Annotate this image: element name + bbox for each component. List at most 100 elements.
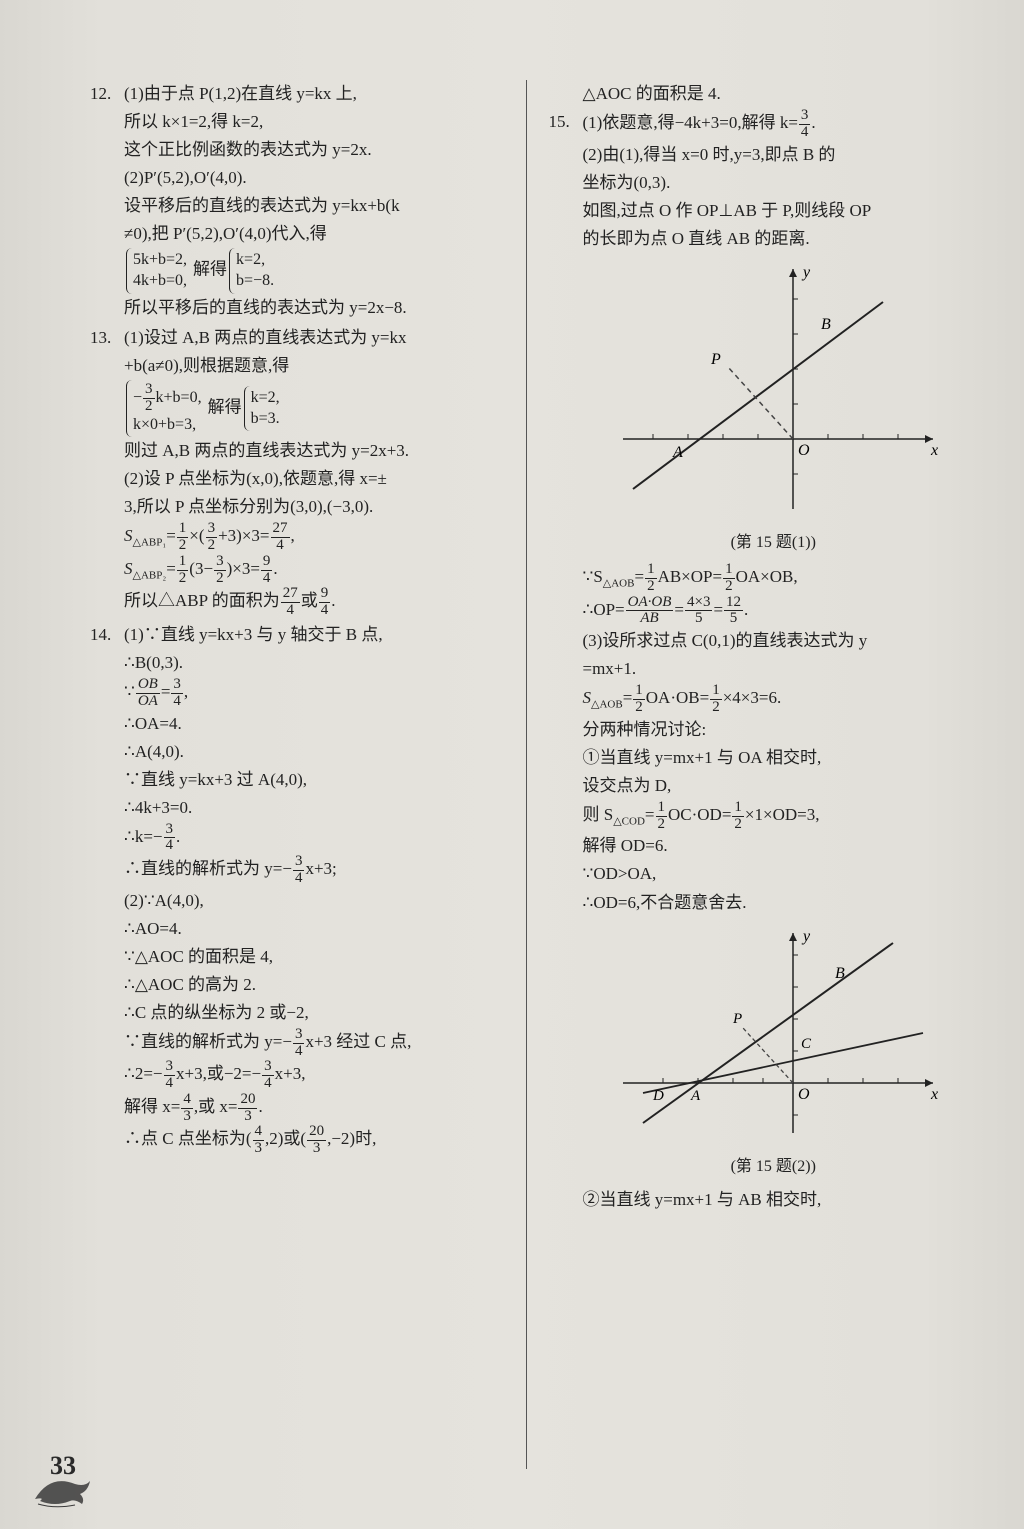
t: ,2)或(	[265, 1130, 306, 1149]
q12-line: 这个正比例函数的表达式为 y=2x.	[124, 136, 506, 164]
txt: −	[133, 389, 142, 406]
q15-line: 分两种情况讨论:	[583, 716, 965, 744]
page: 12. (1)由于点 P(1,2)在直线 y=kx 上, 所以 k×1=2,得 …	[0, 0, 1024, 1529]
brace-mid: 解得	[208, 398, 242, 417]
t: OC·OD=	[668, 805, 731, 824]
svg-text:C: C	[801, 1036, 812, 1052]
t: (1)依题意,得−4k+3=0,解得 k=	[583, 113, 798, 132]
q15-line: 的长即为点 O 直线 AB 的距离.	[583, 225, 965, 253]
svg-text:B: B	[835, 965, 845, 982]
P-label: P	[710, 351, 721, 368]
t: x+3,	[275, 1065, 306, 1084]
q13-area-2: S△ABP₂=12(3−32)×3=94.	[124, 554, 506, 587]
frac: 12	[732, 800, 744, 833]
n: 1	[656, 800, 668, 817]
svg-text:P: P	[732, 1011, 742, 1027]
t: ∴2=−	[124, 1065, 163, 1084]
t: .	[176, 827, 180, 846]
q12-line: 所以平移后的直线的表达式为 y=2x−8.	[124, 294, 506, 322]
graph-1-caption: (第 15 题(1))	[583, 530, 965, 556]
q15-line: 设交点为 D,	[583, 772, 965, 800]
d: 4	[799, 125, 811, 141]
t: AB×OP=	[658, 567, 723, 586]
right-column: △AOC 的面积是 4. 15. (1)依题意,得−4k+3=0,解得 k=34…	[527, 80, 965, 1469]
q12-brace-row: 5k+b=2, 4k+b=0, 解得 k=2, b=−8.	[124, 248, 506, 294]
n: 1	[732, 800, 744, 817]
svg-text:y: y	[801, 928, 811, 945]
t: =	[674, 600, 684, 619]
q14-eq2: ∵直线的解析式为 y=−34x+3 经过 C 点,	[124, 1027, 506, 1060]
sub: △AOB	[603, 578, 635, 590]
d: 2	[206, 538, 218, 554]
brace-row: b=−8.	[236, 271, 274, 292]
n: 4	[181, 1092, 193, 1109]
frac: OBOA	[136, 677, 160, 710]
t: ×	[189, 527, 199, 546]
d: 2	[645, 579, 657, 595]
frac: 43	[181, 1092, 193, 1125]
n: 27	[281, 586, 300, 603]
t: ∵	[124, 682, 135, 701]
n: 9	[261, 554, 273, 571]
q15-line: 如图,过点 O 作 OP⊥AB 于 P,则线段 OP	[583, 197, 965, 225]
n: 3	[293, 854, 305, 871]
n: 12	[724, 595, 743, 612]
brace-row: 5k+b=2,	[133, 250, 187, 271]
q14-line: ∵△AOC 的面积是 4,	[124, 943, 506, 971]
frac: 32	[214, 554, 226, 587]
q13-final: 所以△ABP 的面积为274或94.	[124, 586, 506, 619]
d: 4	[293, 1044, 305, 1060]
t: ×1×OD=3,	[745, 805, 820, 824]
frac: 125	[724, 595, 743, 628]
d: 2	[633, 700, 645, 716]
graph-svg: y x O A B P	[603, 259, 943, 519]
q13-line: (2)设 P 点坐标为(x,0),依题意,得 x=±	[124, 465, 506, 493]
q15-cod: 则 S△COD=12OC·OD=12×1×OD=3,	[583, 800, 965, 833]
t: S	[583, 688, 592, 707]
t: =	[161, 682, 171, 701]
brace-mid: 解得	[193, 260, 227, 279]
q13-number: 13.	[90, 324, 124, 619]
graph-svg-2: y x O A D B C P	[603, 923, 943, 1143]
svg-text:x: x	[930, 1086, 938, 1103]
q14-k: ∴k=−34.	[124, 822, 506, 855]
q15-line: ②当直线 y=mx+1 与 AB 相交时,	[583, 1186, 965, 1214]
d: 2	[710, 700, 722, 716]
t: x+3;	[305, 859, 336, 878]
n: 3	[262, 1059, 274, 1076]
left-column: 12. (1)由于点 P(1,2)在直线 y=kx 上, 所以 k×1=2,得 …	[90, 80, 527, 1469]
q14-line: (1)∵直线 y=kx+3 与 y 轴交于 B 点,	[124, 621, 506, 649]
t: .	[744, 600, 748, 619]
q13-line: (1)设过 A,B 两点的直线表达式为 y=kx	[124, 324, 506, 352]
frac: 34	[293, 854, 305, 887]
frac: 94	[319, 586, 331, 619]
d: 3	[238, 1109, 257, 1125]
d: 3	[181, 1109, 193, 1125]
t: .	[811, 113, 815, 132]
S: S	[124, 559, 133, 578]
t: 3−	[195, 559, 213, 578]
d: 5	[724, 611, 743, 627]
svg-text:O: O	[798, 1086, 810, 1103]
d: 4	[319, 603, 331, 619]
q14-line: ∴A(4,0).	[124, 738, 506, 766]
q15-op: ∴OP=OA·OBAB=4×35=125.	[583, 595, 965, 628]
q14-line: ∵直线 y=kx+3 过 A(4,0),	[124, 766, 506, 794]
n: 9	[319, 586, 331, 603]
eq: =	[166, 527, 176, 546]
frac: 34	[293, 1027, 305, 1060]
q12-line: 所以 k×1=2,得 k=2,	[124, 108, 506, 136]
q12-line: ≠0),把 P′(5,2),O′(4,0)代入,得	[124, 220, 506, 248]
d: 4	[261, 571, 273, 587]
q13-line: +b(a≠0),则根据题意,得	[124, 352, 506, 380]
q14-line: ∴4k+3=0.	[124, 794, 506, 822]
graph-15-1: y x O A B P	[583, 259, 965, 528]
t: x+3 经过 C 点,	[305, 1032, 411, 1051]
n: 3	[293, 1027, 305, 1044]
eq: =	[166, 559, 176, 578]
n: 1	[633, 683, 645, 700]
n: 1	[710, 683, 722, 700]
sub: △AOB	[591, 699, 623, 711]
n: 3	[164, 1059, 176, 1076]
n: 1	[723, 562, 735, 579]
